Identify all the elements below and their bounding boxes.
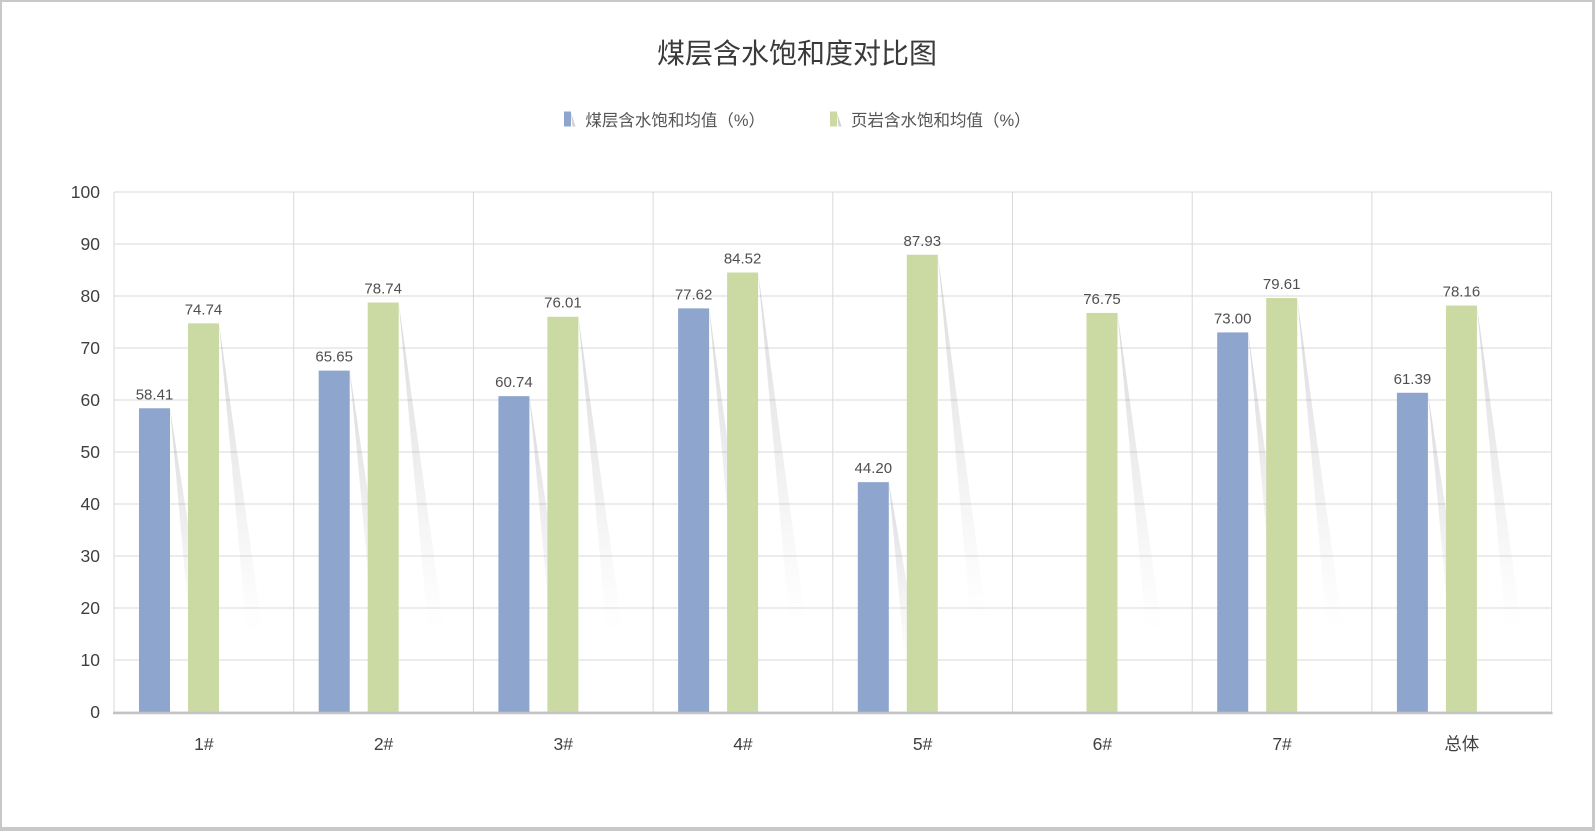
bar-series2-5# bbox=[906, 254, 938, 713]
y-tick-label: 60 bbox=[81, 390, 101, 410]
bar-value-label: 78.74 bbox=[364, 281, 402, 298]
bar-value-label: 61.39 bbox=[1394, 371, 1432, 388]
bar-shadow bbox=[758, 272, 806, 625]
y-tick-label: 100 bbox=[71, 182, 100, 202]
y-tick-label: 10 bbox=[81, 650, 101, 670]
bar-value-label: 76.01 bbox=[544, 295, 582, 312]
x-tick-label: 5# bbox=[913, 734, 933, 754]
y-tick-label: 70 bbox=[81, 338, 101, 358]
x-tick-label: 6# bbox=[1093, 734, 1113, 754]
x-tick-label: 1# bbox=[194, 734, 214, 754]
x-tick-label: 7# bbox=[1272, 734, 1292, 754]
bar-series1-5# bbox=[857, 482, 889, 712]
bar-value-label: 74.74 bbox=[185, 301, 223, 318]
bar-series2-7# bbox=[1266, 298, 1298, 712]
bar-value-label: 77.62 bbox=[675, 286, 713, 303]
y-tick-label: 20 bbox=[81, 598, 101, 618]
bar-shadow bbox=[937, 254, 987, 621]
x-axis-labels: 1# 2# 3# 4# 5# 6# 7# 总体 bbox=[194, 734, 1480, 754]
legend-item-1: 煤层含水饱和均值（%） bbox=[563, 107, 765, 131]
bar-value-label: 78.16 bbox=[1443, 284, 1481, 301]
y-axis-labels: 0 10 20 30 40 50 60 70 80 90 100 bbox=[71, 182, 100, 722]
legend-marker-icon bbox=[564, 111, 576, 127]
legend-label: 页岩含水饱和均值（%） bbox=[851, 112, 1031, 130]
bar-series2-1# bbox=[188, 323, 219, 712]
bar-series2-4# bbox=[727, 272, 759, 712]
chart-title: 煤层含水饱和度对比图 bbox=[656, 38, 937, 69]
y-tick-label: 30 bbox=[81, 546, 101, 566]
legend-marker-icon bbox=[830, 111, 842, 127]
bar-shadow bbox=[578, 316, 623, 633]
y-tick-label: 0 bbox=[90, 702, 100, 722]
y-tick-label: 50 bbox=[81, 442, 101, 462]
bar-value-label: 65.65 bbox=[315, 349, 353, 366]
bar-shadow bbox=[398, 302, 445, 631]
bar-value-label: 79.61 bbox=[1263, 276, 1301, 293]
bar-shadow bbox=[1248, 332, 1292, 637]
bars: 58.41 74.74 65.65 78.74 60.74 76.01 77.62 84.52… bbox=[136, 233, 1481, 713]
legend-label: 煤层含水饱和均值（%） bbox=[585, 112, 765, 130]
bar-series2-2# bbox=[367, 302, 399, 712]
bar-value-label: 76.75 bbox=[1083, 291, 1121, 308]
bar-shadow bbox=[1117, 312, 1163, 633]
y-tick-label: 40 bbox=[81, 494, 101, 514]
x-tick-label: 3# bbox=[554, 734, 574, 754]
bar-series1-7# bbox=[1217, 332, 1249, 712]
legend: 煤层含水饱和均值（%） 页岩含水饱和均值（%） bbox=[2, 106, 1592, 132]
bar-series1-1# bbox=[139, 408, 170, 712]
bar-value-label: 44.20 bbox=[855, 460, 893, 477]
x-tick-label: 总体 bbox=[1444, 734, 1479, 754]
legend-item-2: 页岩含水饱和均值（%） bbox=[829, 107, 1031, 131]
bar-value-label: 60.74 bbox=[495, 374, 533, 391]
bar-shadow bbox=[219, 323, 263, 635]
bar-shadow bbox=[1297, 298, 1344, 630]
x-tick-label: 2# bbox=[374, 734, 394, 754]
y-tick-label: 90 bbox=[81, 234, 101, 254]
bar-series1-2# bbox=[318, 370, 350, 712]
bar-series2-3# bbox=[547, 316, 579, 712]
bar-value-label: 87.93 bbox=[904, 233, 942, 250]
bar-series1-4# bbox=[678, 308, 710, 712]
bar-series1-总体 bbox=[1396, 392, 1428, 712]
x-tick-label: 4# bbox=[733, 734, 753, 754]
bar-series2-6# bbox=[1086, 312, 1118, 712]
bar-shadow bbox=[1476, 305, 1523, 631]
bar-series2-总体 bbox=[1445, 305, 1477, 712]
bar-series1-3# bbox=[498, 396, 530, 712]
bar-value-label: 58.41 bbox=[136, 386, 174, 403]
bar-value-label: 73.00 bbox=[1214, 310, 1252, 327]
y-tick-label: 80 bbox=[81, 286, 101, 306]
bar-value-label: 84.52 bbox=[724, 250, 762, 267]
